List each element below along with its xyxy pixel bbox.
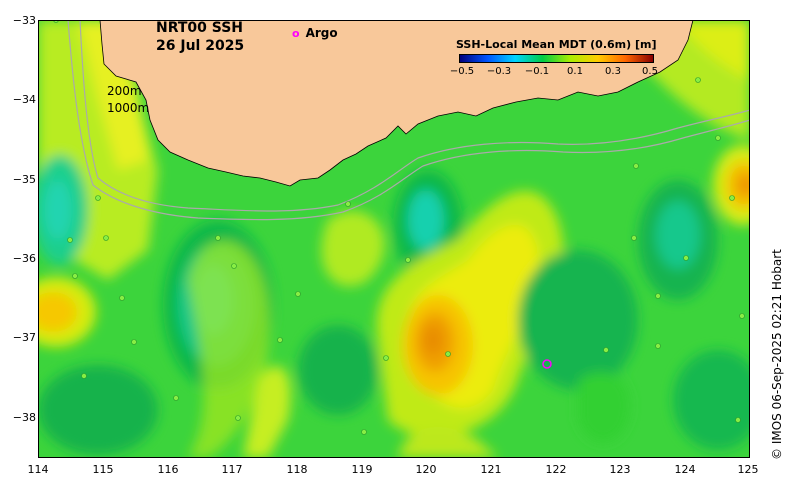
ssh-anomaly-field	[38, 20, 750, 458]
lat-tick-label: −36	[12, 252, 36, 265]
lon-tick-label: 125	[737, 463, 759, 476]
argo-legend: o Argo	[292, 26, 338, 40]
lon-tick-label: 114	[27, 463, 49, 476]
lon-tick-label: 122	[545, 463, 567, 476]
argo-float-marker	[542, 359, 552, 369]
lon-tick-label: 118	[286, 463, 308, 476]
lon-tick-label: 120	[415, 463, 437, 476]
observation-dots	[53, 20, 745, 435]
lon-tick-label: 117	[221, 463, 243, 476]
lat-tick-label: −38	[12, 411, 36, 424]
lon-tick-label: 123	[609, 463, 631, 476]
map-date: 26 Jul 2025	[156, 38, 245, 54]
lon-tick-label: 119	[351, 463, 373, 476]
lon-tick-label: 121	[480, 463, 502, 476]
lon-tick-label: 124	[674, 463, 696, 476]
colorbar	[459, 54, 654, 63]
lon-tick-label: 115	[92, 463, 114, 476]
lon-tick-label: 116	[157, 463, 179, 476]
map-title: NRT00 SSH	[156, 20, 244, 36]
imos-credit: © IMOS 06-Sep-2025 02:21 Hobart	[770, 249, 784, 460]
colorbar-tick-label: −0.5	[449, 66, 475, 77]
ssh-map	[38, 20, 750, 458]
argo-marker-icon: o	[292, 27, 300, 40]
lat-tick-label: −37	[12, 331, 36, 344]
isobath-1000m	[67, 20, 750, 221]
colorbar-title: SSH-Local Mean MDT (0.6m) [m]	[456, 38, 657, 51]
colorbar-tick-label: 0.1	[567, 66, 583, 77]
argo-legend-label: Argo	[305, 26, 338, 40]
lat-tick-label: −34	[12, 93, 36, 106]
colorbar-tick-label: −0.3	[486, 66, 512, 77]
isobath-1000m-label: 1000m	[107, 101, 150, 115]
colorbar-tick-label: −0.1	[524, 66, 550, 77]
isobath-200m-label: 200m	[107, 84, 142, 98]
lat-tick-label: −33	[12, 14, 36, 27]
lat-tick-label: −35	[12, 173, 36, 186]
isobath-200m	[79, 20, 750, 212]
colorbar-tick-label: 0.5	[642, 66, 658, 77]
colorbar-tick-label: 0.3	[605, 66, 621, 77]
